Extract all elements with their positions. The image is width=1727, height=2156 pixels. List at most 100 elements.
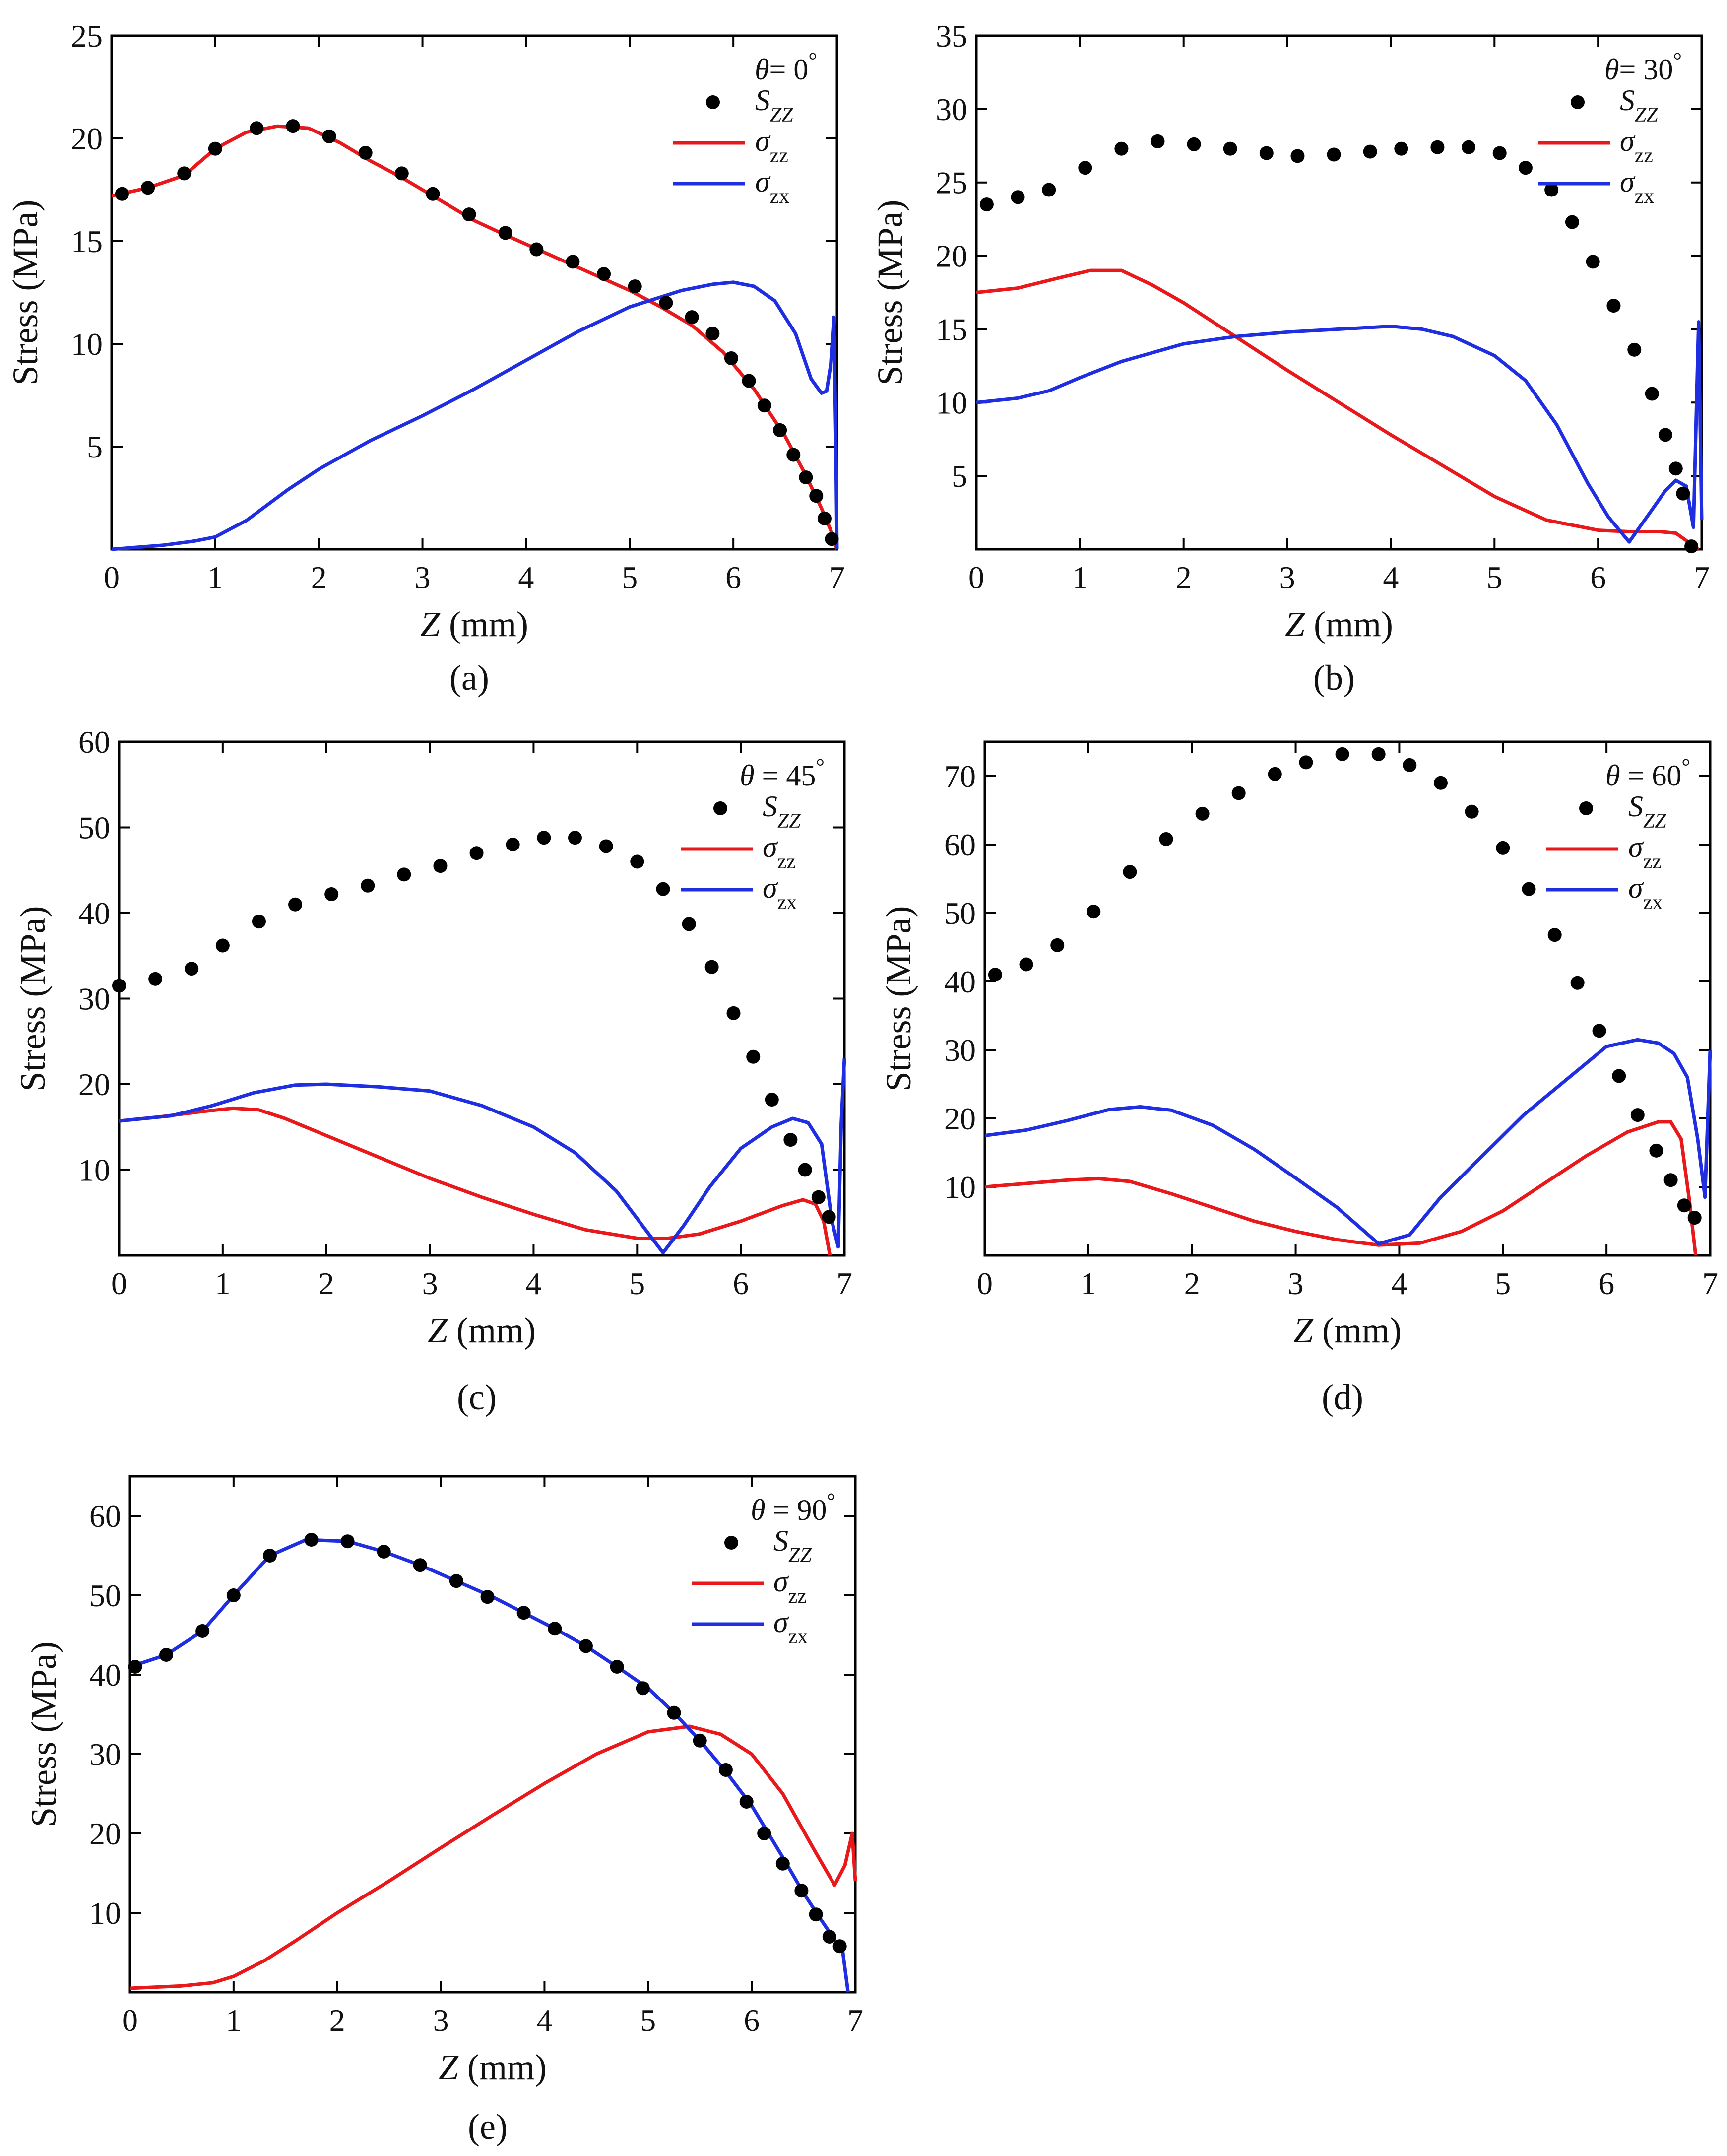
y-tick-label: 50 [944, 896, 976, 931]
szz-point [1606, 299, 1621, 313]
szz-point [1658, 428, 1672, 442]
szz-point [1087, 905, 1101, 919]
x-tick-label: 6 [733, 1266, 749, 1301]
legend-label: SZZ [773, 1524, 812, 1567]
y-tick-label: 40 [944, 964, 976, 999]
legend-label: σzz [755, 125, 788, 167]
szz-point [208, 141, 222, 156]
szz-point [726, 1006, 741, 1020]
szz-point [794, 1884, 809, 1898]
szz-point [1684, 539, 1699, 554]
szz-point [1335, 747, 1349, 761]
szz-point [1677, 1198, 1691, 1213]
szz-point [304, 1533, 319, 1547]
szz-point [1547, 928, 1562, 942]
szz-point [469, 846, 484, 860]
legend-label: σzx [1628, 871, 1663, 914]
szz-point [1676, 486, 1690, 501]
plot-frame [118, 740, 846, 1257]
panel-caption: (b) [1313, 658, 1355, 698]
szz-point [1187, 137, 1201, 151]
x-tick-label: 0 [968, 560, 984, 595]
data-layer [976, 268, 1704, 551]
x-tick-label: 1 [207, 560, 223, 595]
data-layer [112, 124, 839, 551]
szz-point [597, 267, 611, 281]
legend-label: σzx [773, 1606, 808, 1648]
series-line-sigma-zx [119, 1058, 846, 1255]
szz-point [1290, 149, 1305, 163]
x-tick-label: 0 [977, 1266, 993, 1301]
szz-point [1570, 976, 1585, 990]
szz-point [742, 374, 756, 388]
x-tick-label: 6 [725, 560, 741, 595]
szz-point [1668, 461, 1683, 476]
x-tick-label: 6 [744, 2003, 760, 2038]
y-tick-label: 40 [78, 896, 110, 931]
szz-point [578, 1639, 593, 1653]
szz-point [630, 854, 644, 869]
szz-point [226, 1588, 241, 1602]
y-tick-label: 50 [78, 810, 110, 846]
szz-point [1630, 1108, 1645, 1122]
y-tick-label: 10 [944, 1170, 976, 1205]
y-axis-label: Stress (MPa) [870, 200, 910, 386]
y-axis-label: Stress (MPa) [879, 906, 918, 1092]
y-axis-label: Stress (MPa) [5, 200, 45, 386]
panel-caption: (c) [457, 1377, 497, 1417]
szz-point [529, 242, 544, 257]
series-line-sigma-zz [112, 124, 839, 550]
plot-frame [110, 34, 838, 551]
szz-point [433, 859, 448, 873]
szz-point [1403, 758, 1417, 772]
szz-point [195, 1624, 210, 1638]
szz-point [628, 279, 642, 294]
szz-point [682, 917, 696, 931]
szz-point [1627, 342, 1642, 357]
y-tick-label: 15 [71, 224, 103, 259]
szz-point [1663, 1173, 1678, 1187]
szz-point [693, 1733, 707, 1748]
x-tick-label: 4 [518, 560, 534, 595]
szz-point [1042, 183, 1056, 197]
szz-point [498, 226, 512, 240]
x-tick-label: 4 [525, 1266, 541, 1301]
y-tick-label: 40 [89, 1657, 121, 1693]
szz-point [746, 1049, 761, 1064]
szz-point [1011, 190, 1025, 204]
szz-point [115, 187, 129, 201]
szz-point [775, 1856, 790, 1871]
szz-point [757, 1827, 771, 1840]
legend-label: σzz [1620, 125, 1653, 167]
legend-label: σzz [1628, 831, 1662, 873]
szz-point [1123, 865, 1137, 879]
szz-point [1465, 804, 1479, 819]
chart-panel: 0 1 2 3 4 5 6 7 5 10 15 20 25 30 35 Z (mm) Stress (MPa) (… [870, 18, 1710, 698]
szz-point [783, 1133, 798, 1147]
legend-title: θ = 60° [1605, 754, 1690, 792]
y-tick-label: 25 [936, 165, 967, 200]
szz-point [324, 887, 339, 902]
x-tick-label: 2 [1184, 1266, 1200, 1301]
series-line-sigma-zz [976, 268, 1699, 551]
szz-point [250, 121, 264, 135]
szz-point [1327, 147, 1341, 162]
x-tick-label: 3 [1279, 560, 1295, 595]
y-tick-label: 50 [89, 1578, 121, 1613]
szz-point [1492, 146, 1507, 160]
y-tick-label: 30 [78, 981, 110, 1017]
legend-label: σzx [755, 165, 789, 208]
szz-point [1433, 776, 1448, 790]
x-tick-label: 2 [329, 2003, 345, 2038]
x-tick-label: 7 [829, 560, 845, 595]
legend-label: σzx [763, 871, 797, 914]
szz-point [988, 968, 1002, 982]
szz-point [322, 129, 336, 143]
szz-point [704, 960, 719, 974]
x-tick-label: 1 [215, 1266, 231, 1301]
szz-point [757, 398, 771, 413]
szz-point [1518, 161, 1533, 175]
legend-label: SZZ [763, 790, 801, 833]
x-tick-label: 4 [536, 2003, 552, 2038]
szz-point [537, 831, 551, 845]
